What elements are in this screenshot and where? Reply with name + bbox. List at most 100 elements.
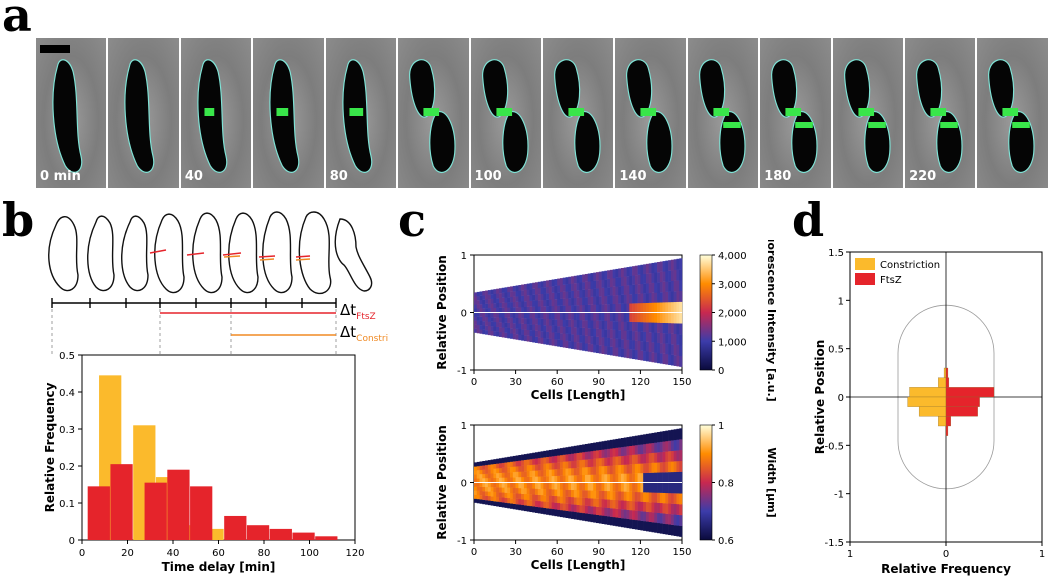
x-tick-label: 120 (631, 377, 650, 388)
demograph-cell (598, 328, 602, 338)
demograph-cell (668, 472, 672, 483)
demograph-cell (526, 499, 530, 506)
demograph-cell (657, 332, 661, 343)
demograph-cell (587, 304, 591, 313)
demograph-cell (571, 298, 575, 306)
demograph-cell (482, 321, 486, 326)
demograph-cell (659, 492, 663, 504)
demograph-cell (540, 457, 544, 465)
demograph-cell (615, 473, 619, 483)
y-tick-label: 0.5 (59, 351, 75, 362)
demograph-cell (479, 295, 483, 301)
demograph-cell (490, 326, 494, 332)
demograph-cell (543, 287, 547, 294)
demograph-cell (546, 463, 550, 470)
demograph-cell (523, 329, 527, 336)
demograph-cell (618, 303, 622, 313)
demograph-cell (637, 303, 641, 313)
demograph-cell (654, 492, 658, 503)
demograph-cell (518, 334, 522, 341)
demograph-cell (654, 452, 658, 463)
demograph-cell (540, 293, 544, 301)
demograph-cell (590, 443, 594, 452)
demograph-cell (568, 298, 572, 306)
demograph-cell (651, 272, 655, 283)
demograph-cell (670, 312, 674, 324)
demograph-cell (676, 482, 680, 494)
demograph-cell (546, 293, 550, 300)
demograph-cell (587, 490, 591, 499)
demograph-cell (529, 318, 533, 325)
demograph-cell (673, 514, 677, 526)
panel-letter-c: c (398, 193, 427, 247)
demograph-cell (543, 463, 547, 471)
demograph-cell (601, 441, 605, 450)
demograph-cell (532, 482, 536, 489)
demograph-cell (593, 506, 597, 515)
demograph-cell (579, 467, 583, 476)
demograph-cell (485, 482, 489, 488)
demograph-cell (496, 288, 500, 294)
demograph-cell (515, 328, 519, 335)
demograph-cell (571, 475, 575, 483)
demograph-cell (543, 325, 547, 332)
demograph-cell (565, 489, 569, 497)
demograph-cell (485, 500, 489, 505)
demograph-cell (676, 258, 680, 270)
demograph-cell (643, 331, 647, 342)
demograph-cell (504, 497, 508, 503)
demograph-cell (543, 507, 547, 515)
demograph-cell (670, 301, 674, 313)
demograph-cell (609, 321, 613, 330)
demograph-cell (673, 323, 677, 334)
bar-constriction (201, 528, 224, 540)
demograph-cell (659, 482, 663, 493)
demograph-cell (518, 301, 522, 308)
demograph-cell (532, 336, 536, 343)
demograph-cell (543, 457, 547, 464)
bar-ftsz (945, 387, 995, 398)
demograph-cell (529, 289, 533, 296)
demograph-cell (551, 502, 555, 510)
demograph-cell (529, 488, 533, 495)
demograph-cell (579, 482, 583, 491)
demograph-cell (482, 473, 486, 479)
demograph-cell (540, 318, 544, 326)
demograph-cell (640, 341, 644, 351)
demograph-cell (670, 323, 674, 334)
demograph-cell (540, 281, 544, 288)
demograph-cell (532, 300, 536, 307)
demograph-cell (679, 514, 683, 527)
demograph-cell (604, 345, 608, 355)
demograph-cell (662, 523, 666, 535)
demograph-cell (590, 506, 594, 515)
demograph-cell (548, 292, 552, 300)
demograph-cell (551, 462, 555, 470)
demograph-cell (651, 292, 655, 303)
demograph-cell (504, 487, 508, 493)
demograph-cell (554, 449, 558, 456)
time-label: 0 min (40, 169, 81, 184)
demograph-cell (657, 282, 661, 293)
demograph-cell (548, 299, 552, 307)
demograph-cell (557, 319, 561, 327)
demograph-cell (612, 439, 616, 449)
demograph-cell (612, 448, 616, 457)
demograph-cell (537, 457, 541, 465)
demograph-cell (573, 445, 577, 454)
y-tick-label: 0.3 (59, 425, 75, 436)
demograph-cell (532, 312, 536, 319)
demograph-cell (651, 442, 655, 453)
demograph-cell (529, 324, 533, 331)
demograph-cell (540, 451, 544, 458)
demograph-cell (474, 490, 478, 495)
demograph-cell (515, 482, 519, 489)
demograph-cell (487, 486, 491, 492)
demograph-cell (676, 312, 680, 324)
demograph-cell (587, 474, 591, 483)
demograph-cell (679, 482, 683, 494)
demograph-cell (618, 491, 622, 501)
demograph-cell (559, 326, 564, 334)
time-lapse-frame: 100 (470, 38, 541, 188)
demograph-cell (507, 492, 511, 499)
